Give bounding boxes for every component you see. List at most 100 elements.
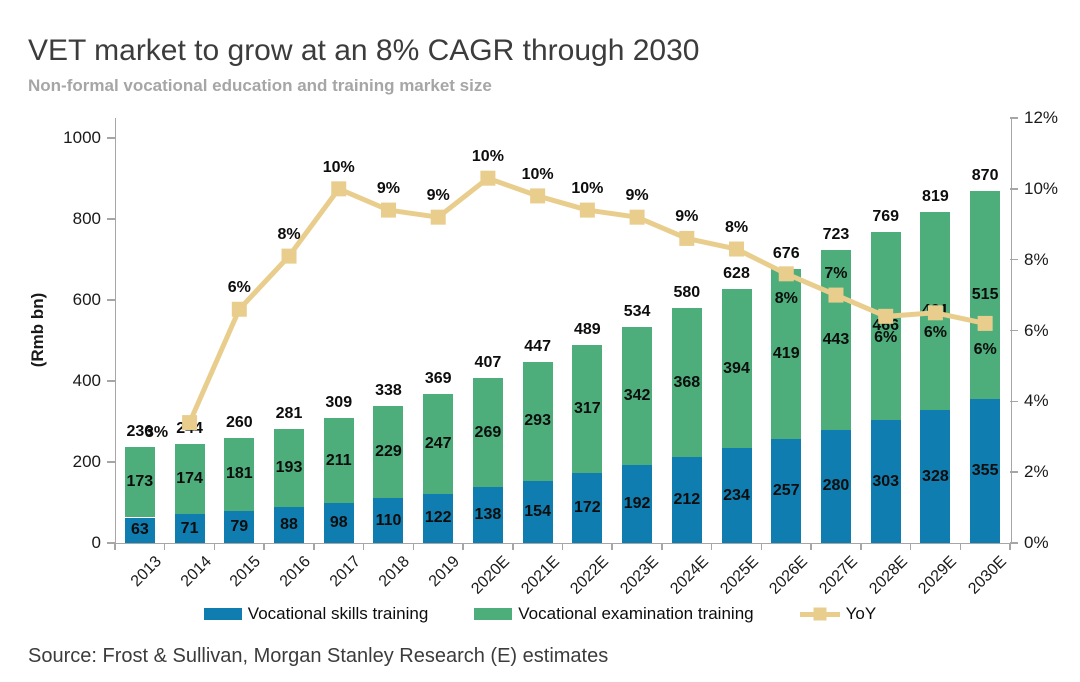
total-value-label: 281 bbox=[275, 405, 303, 423]
examination-value-label: 174 bbox=[176, 470, 203, 488]
yoy-marker-icon bbox=[629, 209, 645, 225]
yoy-marker-icon bbox=[480, 170, 496, 186]
bar-segment-examination bbox=[622, 326, 653, 466]
right-axis-tick-label: 4% bbox=[1024, 391, 1049, 411]
bar-segment-examination bbox=[323, 417, 354, 504]
right-axis-tick-label: 12% bbox=[1024, 108, 1059, 127]
skills-value-label: 257 bbox=[772, 481, 800, 499]
bar-segment-skills bbox=[423, 493, 454, 543]
bar-segment-examination bbox=[174, 444, 205, 515]
x-axis-tick bbox=[760, 543, 763, 550]
examination-value-label: 317 bbox=[574, 400, 601, 418]
bar-segment-skills bbox=[323, 503, 354, 543]
right-axis-tick-label: 0% bbox=[1024, 533, 1049, 552]
legend-item-vocational-skills-training: Vocational skills training bbox=[203, 604, 428, 624]
yoy-percent-label: 9% bbox=[675, 208, 699, 226]
left-axis-tick-label: 0 bbox=[91, 533, 101, 552]
yoy-percent-label: 9% bbox=[376, 180, 401, 198]
x-axis-tick bbox=[114, 543, 116, 550]
x-axis-tick bbox=[263, 543, 265, 550]
yoy-marker-icon bbox=[878, 308, 894, 324]
bar-segment-examination bbox=[572, 345, 603, 474]
skills-value-label: 280 bbox=[822, 477, 850, 495]
right-axis-tick-label: 8% bbox=[1024, 249, 1049, 269]
bar-segment-skills bbox=[124, 517, 155, 543]
yoy-percent-label: 8% bbox=[774, 289, 798, 307]
bar-segment-skills bbox=[472, 487, 503, 543]
skills-value-label: 110 bbox=[375, 511, 402, 529]
bar-segment-examination bbox=[870, 231, 901, 421]
yoy-percent-label: 6% bbox=[874, 329, 898, 347]
yoy-marker-icon bbox=[331, 181, 347, 197]
yoy-percent-label: 8% bbox=[277, 226, 301, 244]
bar-segment-examination bbox=[721, 288, 752, 449]
page-title: VET market to grow at an 8% CAGR through… bbox=[28, 34, 700, 68]
yoy-percent-label: 10% bbox=[521, 165, 554, 183]
source-note: Source: Frost & Sullivan, Morgan Stanley… bbox=[28, 645, 609, 667]
x-axis-tick bbox=[512, 543, 514, 550]
total-value-label: 260 bbox=[225, 413, 253, 431]
examination-value-label: 181 bbox=[225, 465, 253, 483]
left-axis-tick-label: 800 bbox=[72, 209, 101, 229]
total-value-label: 580 bbox=[673, 284, 701, 302]
bar-segment-skills bbox=[920, 410, 951, 543]
skills-value-label: 79 bbox=[230, 518, 249, 535]
examination-value-label: 247 bbox=[424, 434, 452, 452]
yoy-marker-icon bbox=[927, 305, 943, 321]
x-axis-tick bbox=[1009, 543, 1011, 550]
bar-segment-skills bbox=[373, 498, 404, 543]
bar-segment-examination bbox=[671, 308, 702, 458]
skills-value-label: 88 bbox=[280, 516, 298, 534]
yoy-percent-label: 8% bbox=[724, 219, 749, 237]
x-axis-tick bbox=[313, 543, 315, 550]
skills-value-label: 172 bbox=[574, 499, 601, 517]
skills-value-label: 138 bbox=[474, 506, 502, 524]
yoy-percent-label: 10% bbox=[471, 148, 504, 166]
yoy-marker-icon bbox=[281, 248, 297, 264]
bar-segment-skills bbox=[274, 507, 305, 543]
skills-value-label: 98 bbox=[329, 514, 348, 532]
yoy-percent-label: 10% bbox=[322, 158, 355, 176]
skills-value-label: 355 bbox=[971, 462, 999, 480]
skills-training-swatch-icon bbox=[203, 608, 242, 620]
yoy-percent-label: 6% bbox=[227, 279, 251, 297]
bar-segment-examination bbox=[423, 393, 454, 494]
legend-item-vocational-examination-training: Vocational examination training bbox=[474, 604, 754, 624]
bar-segment-skills bbox=[970, 399, 1001, 543]
examination-value-label: 394 bbox=[723, 359, 750, 377]
x-axis-tick bbox=[611, 543, 613, 550]
total-value-label: 870 bbox=[971, 166, 999, 184]
bar-segment-skills bbox=[224, 511, 255, 543]
total-value-label: 723 bbox=[822, 226, 850, 244]
legend-label: YoY bbox=[845, 604, 877, 623]
skills-value-label: 63 bbox=[130, 521, 149, 539]
skills-value-label: 154 bbox=[524, 502, 551, 520]
yoy-line-marker-icon bbox=[799, 607, 840, 621]
x-axis-tick bbox=[412, 543, 415, 550]
total-value-label: 819 bbox=[922, 187, 949, 205]
left-axis-tick bbox=[107, 299, 115, 301]
x-axis-tick bbox=[661, 543, 663, 550]
skills-value-label: 234 bbox=[723, 486, 750, 504]
x-axis-tick bbox=[462, 543, 464, 550]
chart-legend: Vocational skills training Vocational ex… bbox=[0, 604, 1080, 624]
right-axis-tick bbox=[1010, 542, 1018, 544]
right-axis-tick bbox=[1010, 400, 1018, 403]
skills-value-label: 303 bbox=[872, 472, 900, 490]
examination-value-label: 193 bbox=[275, 459, 303, 477]
skills-value-label: 122 bbox=[424, 509, 452, 527]
bar-segment-examination bbox=[820, 250, 851, 430]
yoy-percent-label: 10% bbox=[571, 180, 604, 198]
right-axis-tick-label: 2% bbox=[1024, 462, 1049, 482]
right-axis-tick bbox=[1010, 258, 1018, 261]
bar-segment-examination bbox=[472, 378, 503, 488]
left-axis-tick bbox=[107, 542, 115, 544]
x-axis-tick bbox=[213, 543, 216, 550]
yoy-marker-icon bbox=[729, 241, 745, 257]
examination-value-label: 443 bbox=[822, 331, 850, 348]
examination-value-label: 368 bbox=[673, 373, 701, 391]
yoy-percent-label: 9% bbox=[625, 187, 649, 205]
x-axis-tick bbox=[860, 543, 862, 550]
